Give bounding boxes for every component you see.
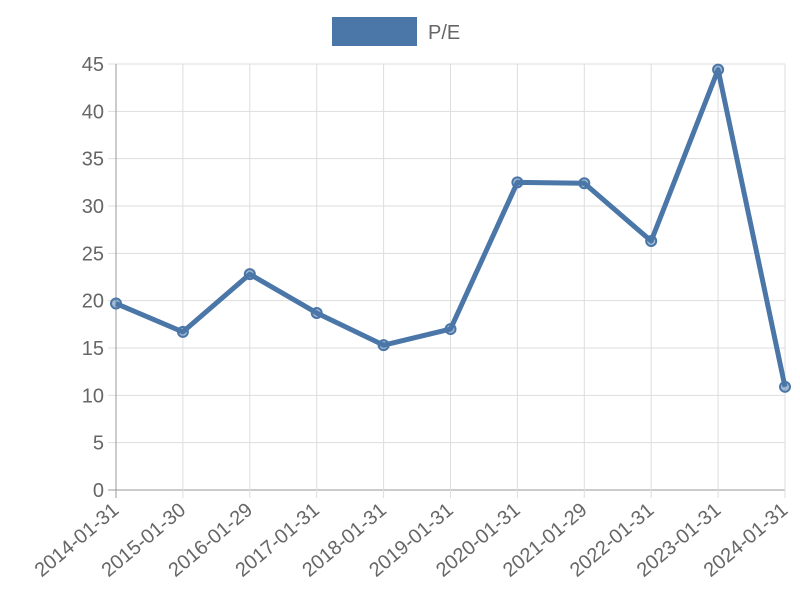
y-tick-label: 25 [82, 243, 104, 265]
y-tick-label: 15 [82, 338, 104, 360]
point [511, 176, 524, 189]
y-tick-label: 35 [82, 149, 104, 171]
point [243, 268, 256, 281]
point [377, 339, 390, 352]
point [645, 235, 658, 248]
y-tick-label: 0 [93, 480, 104, 502]
legend-label: P/E [428, 22, 460, 44]
point [176, 325, 189, 338]
y-tick-label: 40 [82, 101, 104, 123]
legend-swatch [332, 17, 417, 46]
y-tick-label: 30 [82, 196, 104, 218]
point [444, 323, 457, 336]
y-tick-label: 45 [82, 54, 104, 76]
point [310, 306, 323, 319]
y-tick-label: 20 [82, 291, 104, 313]
point [779, 380, 791, 393]
y-tick-label: 10 [82, 385, 104, 407]
point [712, 63, 725, 76]
point [578, 177, 591, 190]
point [110, 297, 122, 310]
y-tick-label: 5 [93, 433, 104, 455]
